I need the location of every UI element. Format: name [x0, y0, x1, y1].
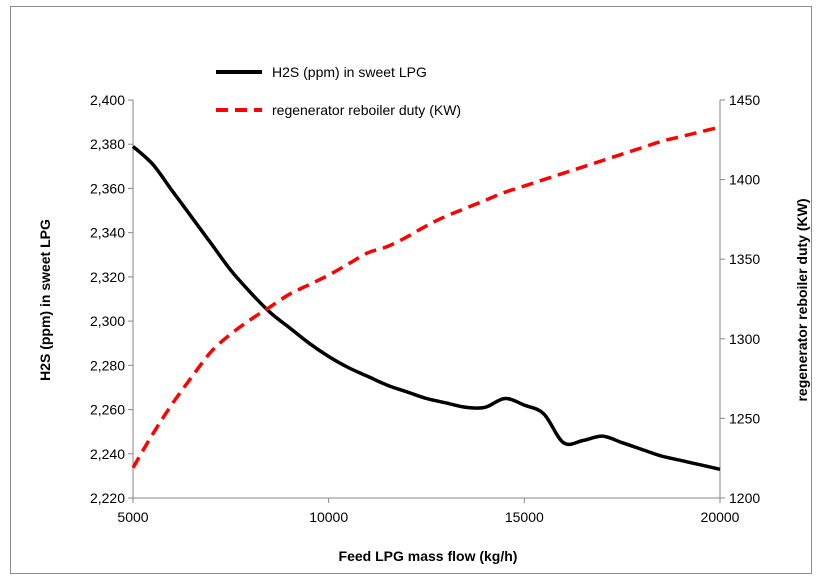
- y-axis-right-title: regenerator reboiler duty (KW): [794, 198, 810, 401]
- y-right-tick-label: 1200: [729, 490, 760, 506]
- y-left-tick-label: 2,380: [90, 136, 125, 152]
- x-tick-label: 5000: [117, 509, 148, 525]
- x-tick-label: 10000: [309, 509, 348, 525]
- y-left-tick-label: 2,260: [90, 402, 125, 418]
- x-tick-label: 20000: [701, 509, 740, 525]
- y-axis-left-title: H2S (ppm) in sweet LPG: [37, 219, 53, 381]
- y-left-tick-label: 2,240: [90, 446, 125, 462]
- tick-labels: 2,220 2,240 2,260 2,280 2,300 2,320 2,340 2,360…: [90, 92, 760, 525]
- y-right-tick-label: 1350: [729, 251, 760, 267]
- y-left-tick-label: 2,360: [90, 180, 125, 196]
- y-right-tick-label: 1400: [729, 172, 760, 188]
- y-right-tick-label: 1250: [729, 410, 760, 426]
- x-tick-label: 15000: [505, 509, 544, 525]
- legend-label-h2s: H2S (ppm) in sweet LPG: [272, 64, 427, 80]
- series-line-h2s: [131, 145, 721, 472]
- y-left-tick-label: 2,220: [90, 490, 125, 506]
- axes: [128, 99, 725, 503]
- y-right-tick-label: 1300: [729, 331, 760, 347]
- y-left-tick-label: 2,320: [90, 269, 125, 285]
- x-axis-title: Feed LPG mass flow (kg/h): [339, 548, 518, 564]
- y-left-tick-label: 2,300: [90, 313, 125, 329]
- legend: H2S (ppm) in sweet LPG regenerator reboi…: [216, 64, 461, 118]
- y-left-tick-label: 2,400: [90, 92, 125, 108]
- y-right-tick-label: 1450: [729, 92, 760, 108]
- series-lines: [131, 125, 721, 472]
- legend-label-reboiler-duty: regenerator reboiler duty (KW): [272, 102, 461, 118]
- series-line-reboiler-duty: [131, 125, 721, 469]
- y-left-tick-label: 2,340: [90, 225, 125, 241]
- y-left-tick-label: 2,280: [90, 357, 125, 373]
- chart-frame: [10, 6, 812, 574]
